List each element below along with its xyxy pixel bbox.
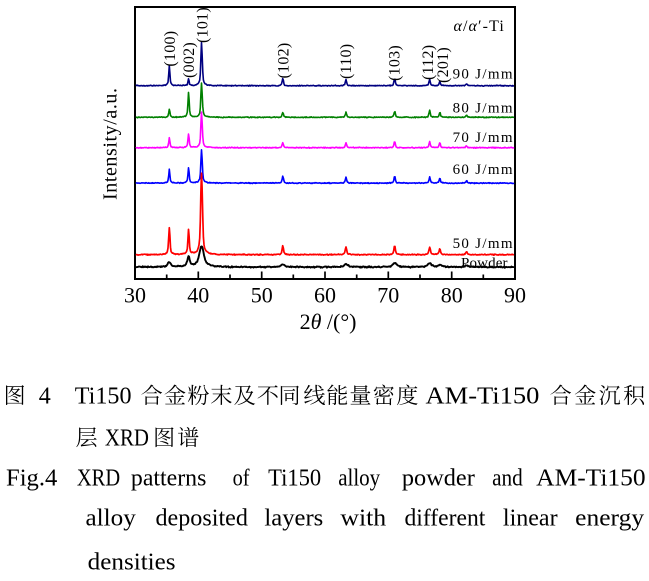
- svg-text:powder: powder: [402, 466, 475, 492]
- svg-text:Intensity/a.u.: Intensity/a.u.: [100, 88, 122, 200]
- svg-text:XRD: XRD: [77, 466, 120, 492]
- svg-text:Fig.4: Fig.4: [6, 466, 57, 492]
- svg-text:70 J/mm: 70 J/mm: [453, 130, 514, 146]
- svg-text:layers: layers: [264, 505, 323, 531]
- svg-text:90 J/mm: 90 J/mm: [453, 66, 514, 82]
- svg-text:AM-Ti150: AM-Ti150: [536, 466, 645, 492]
- svg-text:alloy: alloy: [338, 466, 380, 492]
- svg-text:XRD: XRD: [105, 425, 149, 451]
- svg-text:deposited: deposited: [156, 505, 248, 531]
- svg-text:(102): (102): [276, 43, 293, 79]
- svg-text:90: 90: [504, 283, 526, 308]
- svg-text:4: 4: [39, 383, 51, 409]
- svg-text:energy: energy: [575, 505, 644, 531]
- svg-text:alloy: alloy: [86, 505, 136, 531]
- svg-text:2θ /(°): 2θ /(°): [300, 309, 357, 334]
- svg-text:(110): (110): [338, 44, 355, 79]
- svg-text:50 J/mm: 50 J/mm: [453, 236, 514, 252]
- svg-text:30: 30: [124, 283, 146, 308]
- svg-text:patterns: patterns: [131, 466, 207, 492]
- svg-text:AM-Ti150: AM-Ti150: [426, 383, 540, 409]
- svg-text:and: and: [492, 466, 523, 492]
- svg-text:α/α′-Ti: α/α′-Ti: [454, 18, 505, 35]
- svg-text:50: 50: [251, 283, 273, 308]
- svg-text:of: of: [233, 466, 250, 492]
- svg-text:(112): (112): [420, 45, 437, 80]
- svg-text:(002): (002): [181, 42, 198, 78]
- svg-text:60 J/mm: 60 J/mm: [453, 162, 514, 178]
- svg-text:Ti150: Ti150: [268, 466, 321, 492]
- svg-text:Ti150: Ti150: [75, 383, 132, 409]
- svg-text:with: with: [340, 505, 386, 531]
- svg-text:different: different: [405, 505, 486, 531]
- svg-text:(101): (101): [195, 7, 212, 43]
- svg-text:linear: linear: [503, 505, 558, 531]
- svg-text:80: 80: [441, 283, 463, 308]
- svg-text:(201): (201): [435, 47, 452, 83]
- svg-text:(103): (103): [387, 45, 404, 81]
- svg-text:densities: densities: [88, 550, 176, 576]
- svg-text:(100): (100): [162, 31, 179, 67]
- svg-text:60: 60: [314, 283, 336, 308]
- svg-text:80 J/mm: 80 J/mm: [453, 100, 514, 116]
- svg-text:70: 70: [377, 283, 399, 308]
- svg-text:40: 40: [187, 283, 209, 308]
- svg-text:Powder: Powder: [461, 256, 508, 272]
